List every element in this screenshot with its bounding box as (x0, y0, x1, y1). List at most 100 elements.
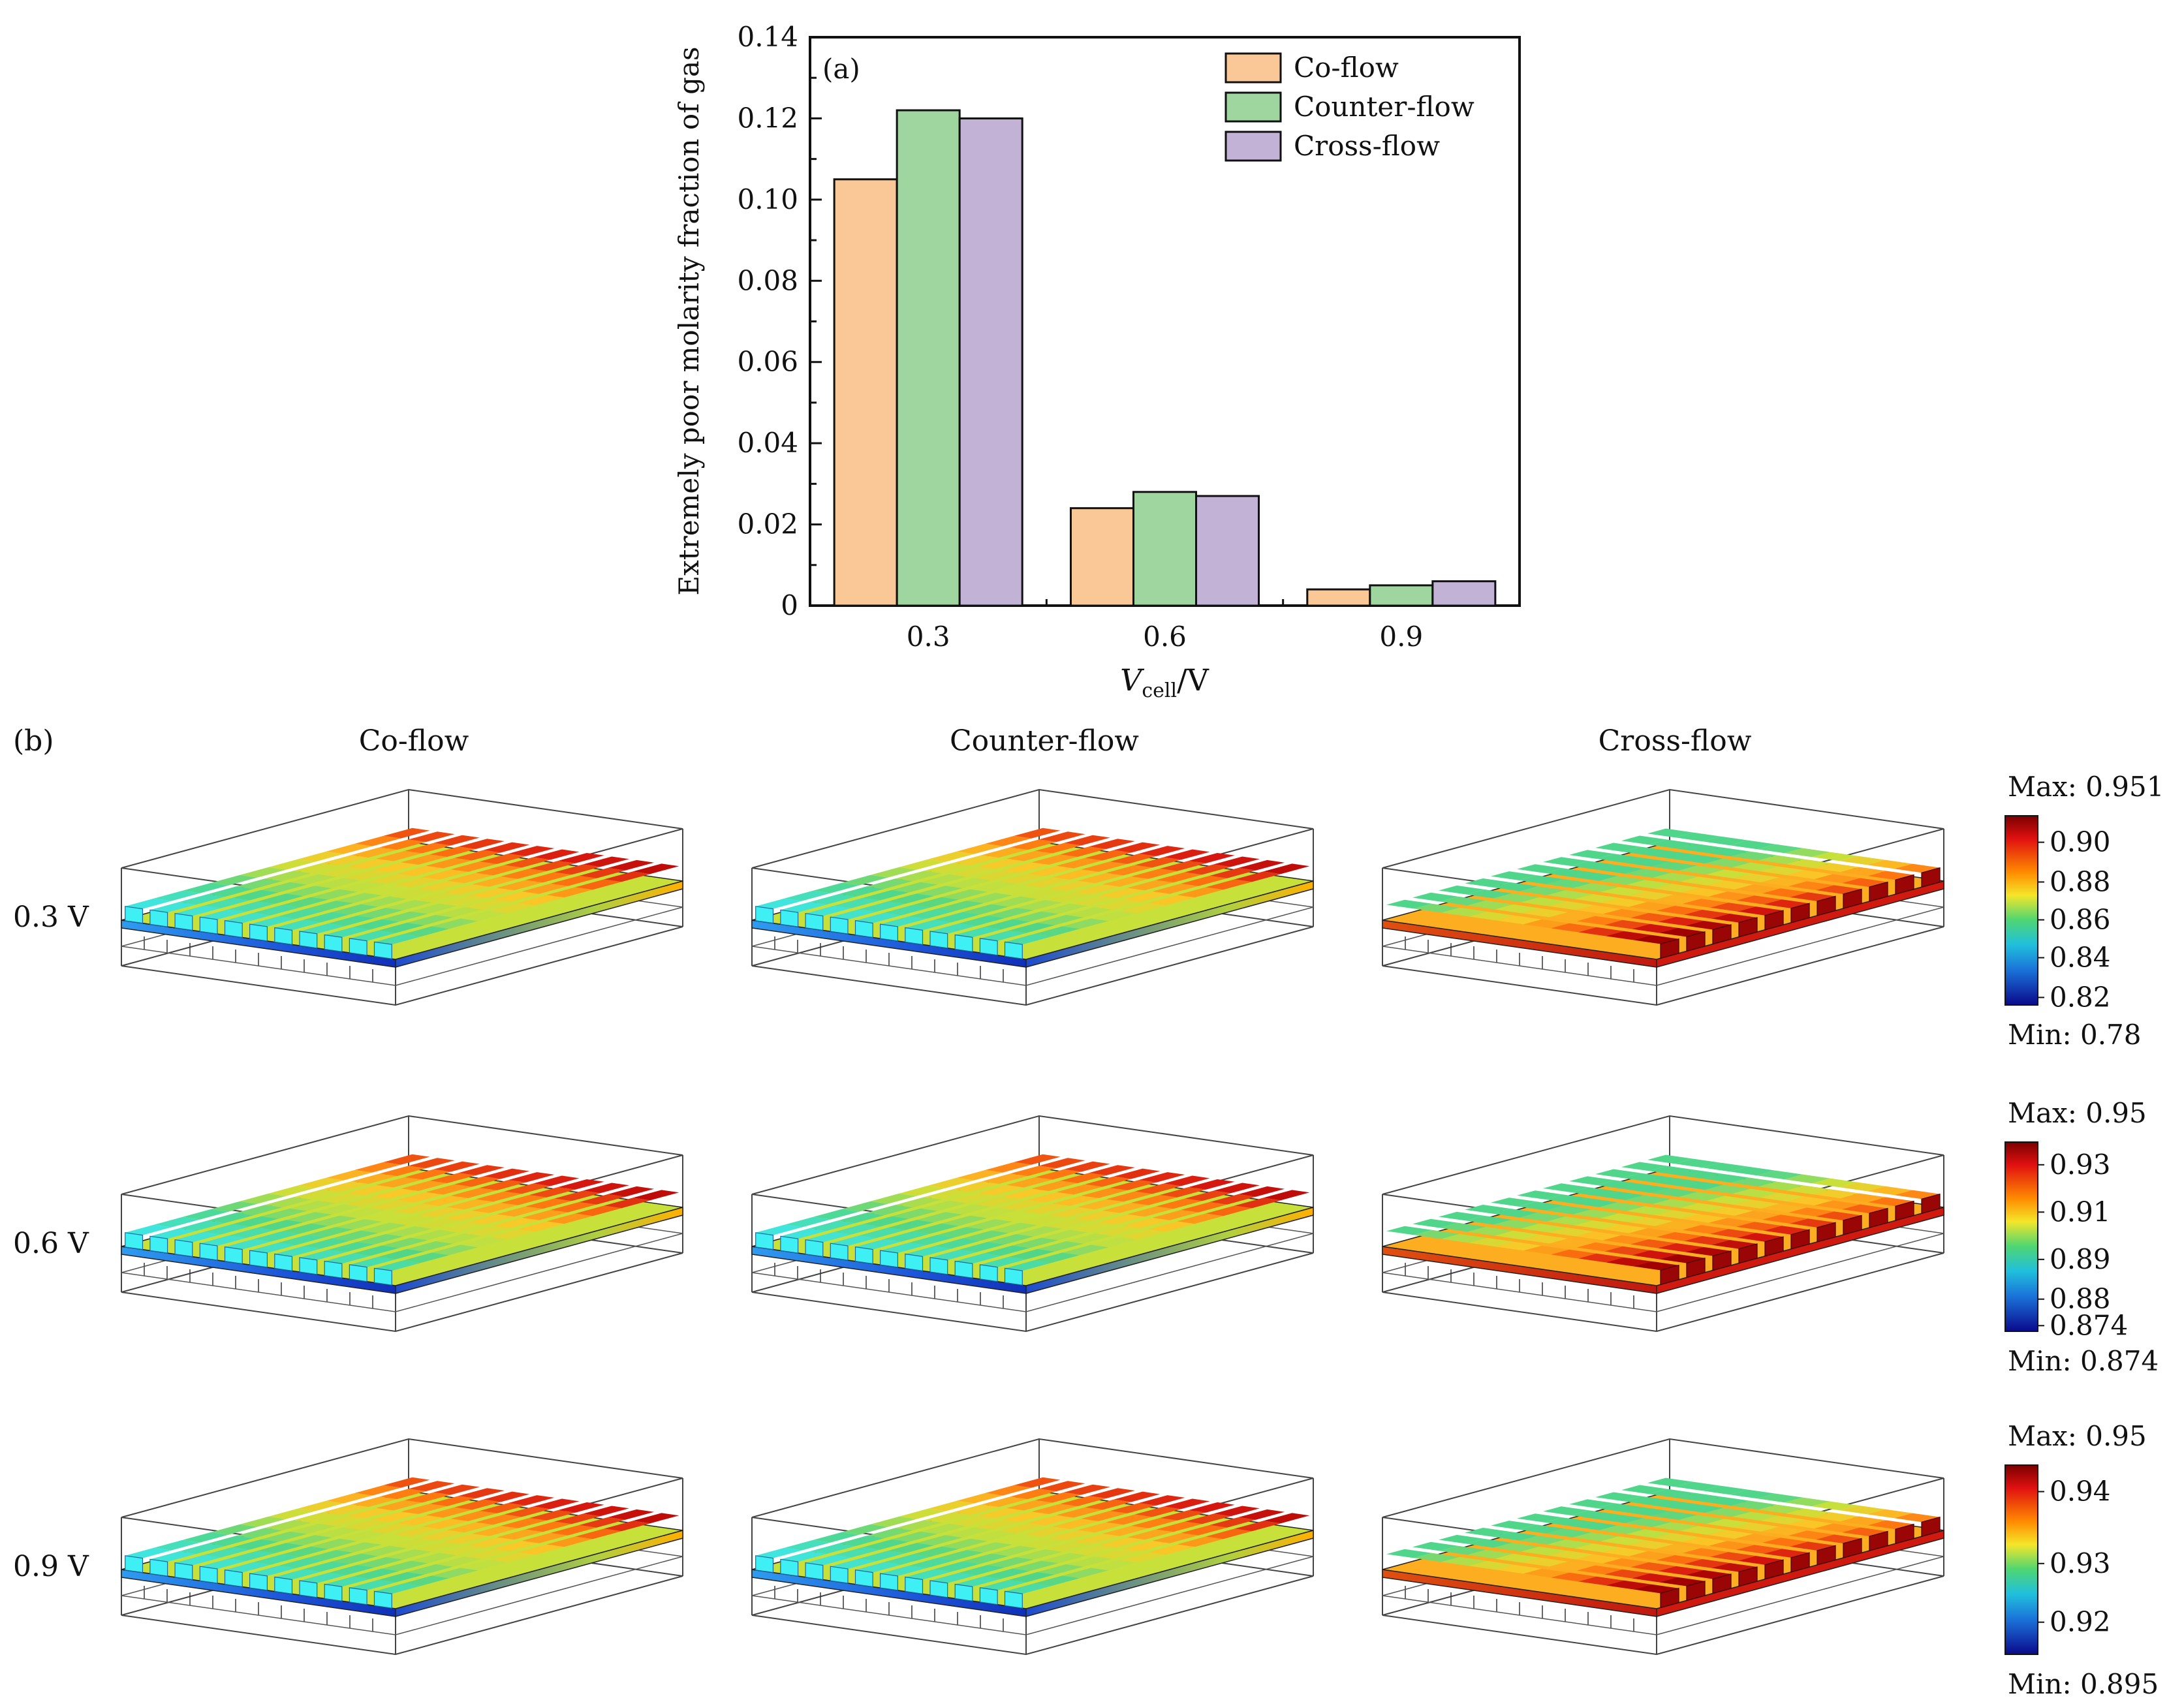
channel-segment (315, 1527, 361, 1538)
row-label: 0.9 V (13, 1550, 89, 1583)
channel-inlet-face (199, 1566, 218, 1584)
channel-segment (518, 895, 565, 906)
channel-segment (909, 908, 956, 919)
bar-co-flow-0.6 (1069, 507, 1134, 607)
y-tick-label: 0 (781, 589, 798, 621)
channel-segment (297, 1500, 344, 1511)
y-tick-label: 0.04 (737, 427, 798, 459)
channel-segment (1760, 866, 1805, 876)
channel-segment (1492, 882, 1538, 891)
channel-segment (1624, 858, 1670, 867)
channel-segment (1014, 1154, 1061, 1165)
channel-segment (175, 1555, 221, 1566)
channel-segment (1234, 1198, 1281, 1209)
channel-segment (1758, 1504, 1804, 1514)
channel-segment (1786, 1508, 1832, 1518)
channel-segment (149, 902, 196, 913)
channel-inlet-face (274, 927, 293, 946)
channel-segment (909, 1558, 956, 1568)
channel-segment (257, 893, 304, 904)
channel-segment (1041, 903, 1087, 914)
colorbar: Max: 0.951 0.90 0.88 0.86 0.84 0.82 Min: 0.78 (2005, 771, 2164, 1051)
channel-segment (955, 1253, 1001, 1264)
channel-segment (1730, 840, 1775, 850)
channel-segment (1815, 1523, 1860, 1533)
channel-segment (1012, 911, 1059, 922)
channel-segment (1160, 861, 1206, 871)
channel-segment (376, 1500, 422, 1511)
channel-segment (550, 1524, 597, 1536)
channel-segment (1762, 1215, 1808, 1224)
channel-segment (382, 1560, 428, 1571)
channel-segment (1599, 876, 1645, 885)
channel-segment (1138, 1172, 1185, 1183)
channel-segment (1491, 1198, 1537, 1207)
channel-inlet-face (299, 931, 318, 949)
channel-segment (522, 1209, 569, 1220)
channel-segment (300, 1573, 346, 1583)
channel-segment (1815, 1200, 1860, 1210)
channel-segment (351, 1496, 398, 1508)
channel-segment (1604, 1246, 1650, 1256)
channel-segment (374, 1583, 421, 1594)
channel-segment (264, 1197, 311, 1208)
channel-segment (1441, 1233, 1487, 1243)
channel-segment (268, 1508, 315, 1519)
channel-segment (937, 901, 984, 911)
channel-segment (1658, 916, 1704, 926)
channel-segment (1114, 1491, 1161, 1502)
y-tick-label: 0.10 (737, 183, 798, 215)
channel-segment (608, 859, 655, 871)
colorbar-tick-label: 0.93 (2050, 1149, 2111, 1181)
colorbar-min-label: Min: 0.874 (2008, 1345, 2159, 1377)
channel-segment (1787, 870, 1833, 880)
channel-segment (475, 865, 522, 876)
channel-segment (211, 1201, 258, 1212)
y-axis: 0 0.02 0.04 0.06 0.08 0.10 0.12 0.14 (737, 21, 822, 621)
channel-segment (1114, 842, 1161, 853)
channel-segment (995, 885, 1042, 895)
channel-segment (583, 1183, 629, 1194)
channel-segment (933, 1561, 980, 1572)
channel-segment (830, 1558, 877, 1569)
channel-segment (1134, 1506, 1181, 1517)
channel-segment (460, 1237, 507, 1248)
channel-segment (232, 890, 279, 901)
channel-segment (1035, 843, 1082, 854)
channel-inlet-face (905, 1576, 924, 1595)
channel-segment (300, 923, 346, 934)
channel-segment (988, 1557, 1034, 1568)
channel-segment (1647, 828, 1693, 838)
channel-segment (326, 1493, 373, 1504)
channel-segment (1003, 1511, 1049, 1522)
channel-segment (1625, 869, 1671, 878)
channel-segment (435, 1233, 482, 1244)
channel-segment (1597, 854, 1642, 863)
channel-inlet-face (149, 1235, 168, 1254)
channel-segment (959, 1242, 1005, 1252)
channel-segment (1095, 1548, 1142, 1559)
channel-segment (1757, 1493, 1803, 1503)
channel-segment (1785, 1497, 1830, 1507)
channel-segment (899, 859, 946, 870)
channel-segment (1676, 1493, 1722, 1502)
channel-segment (1548, 1550, 1594, 1560)
channel-segment (1647, 1154, 1693, 1164)
field-plot-cross-flow (1382, 788, 1944, 1006)
channel-segment (1736, 1222, 1782, 1231)
channel-segment (353, 1245, 399, 1256)
colorbar-tick-label: 0.88 (2050, 866, 2111, 898)
channel-outlet-face (1895, 874, 1914, 895)
colorbar-tick-label: 0.84 (2050, 942, 2111, 974)
channel-segment (360, 896, 407, 907)
channel-segment (1732, 1188, 1778, 1198)
channel-segment (945, 1527, 991, 1538)
channel-segment (374, 1260, 421, 1271)
y-tick-label: 0.02 (737, 508, 798, 540)
channel-segment (354, 835, 401, 846)
channel-segment (446, 1522, 493, 1533)
channel-inlet-face (1004, 1590, 1023, 1609)
channel-segment (1518, 1524, 1564, 1534)
field-plot-counter-flow (751, 788, 1314, 1006)
channel-segment (920, 1523, 967, 1534)
